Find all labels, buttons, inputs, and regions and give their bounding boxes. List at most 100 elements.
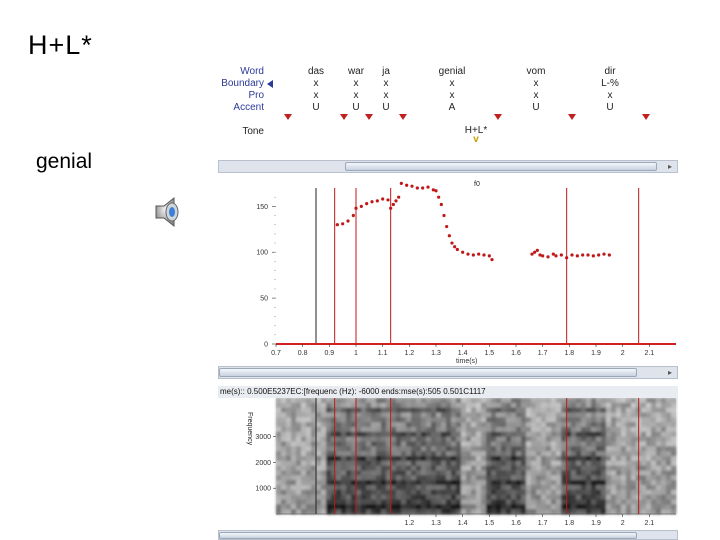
pitch-scrollbar[interactable]: ▸ (218, 366, 678, 379)
spectrogram-cell (326, 460, 332, 466)
tone-label-hl[interactable]: H+L* (464, 125, 488, 136)
spectrogram-cell (611, 475, 617, 481)
spectrogram-cell (381, 494, 387, 500)
spectrogram-cell (646, 456, 652, 462)
scrollbar-thumb[interactable] (219, 368, 637, 377)
spectrogram-cell (296, 489, 302, 495)
spectrogram-cell (441, 412, 447, 418)
spectrogram-cell (596, 489, 602, 495)
spectrogram-cell (281, 485, 287, 491)
tier-selector-arrow-icon[interactable] (267, 80, 273, 88)
spectrogram-cell (586, 422, 592, 428)
word-vom[interactable]: vom (526, 66, 546, 77)
spectrogram-cell (376, 398, 382, 404)
spectrogram-cell (516, 431, 522, 437)
spectrogram-cell (581, 470, 587, 476)
boundary-marker-icon[interactable] (399, 114, 407, 120)
spectrogram-cell (656, 499, 662, 505)
tier-label-tone: Tone (242, 126, 264, 137)
word-dir[interactable]: dir (604, 66, 616, 77)
tone-marker-icon[interactable]: v (473, 134, 479, 145)
spectrogram-cell (281, 422, 287, 428)
spectrogram-cell (281, 480, 287, 486)
spectrogram-cell (281, 465, 287, 471)
spectrogram-cell (376, 402, 382, 408)
spectrogram-cell (656, 436, 662, 442)
spectrogram-cell (596, 460, 602, 466)
spectrogram-cell (566, 504, 572, 510)
spectrogram-cell (421, 407, 427, 413)
spectrogram-cell (341, 509, 347, 515)
spectrogram-cell (401, 436, 407, 442)
word-das[interactable]: das (307, 66, 325, 77)
y-tick-label: 50 (260, 296, 268, 303)
scroll-right-icon[interactable]: ▸ (667, 368, 672, 377)
spectrogram-cell (556, 417, 562, 423)
spectrogram-cell (496, 489, 502, 495)
word-war[interactable]: war (347, 66, 365, 77)
word-genial[interactable]: genial (438, 66, 466, 77)
f0-point (381, 197, 385, 201)
spectrogram-cell (656, 427, 662, 433)
scrollbar-thumb[interactable] (219, 532, 637, 539)
spectrogram-cell (446, 460, 452, 466)
boundary-marker-icon[interactable] (494, 114, 502, 120)
spectrogram-cell (571, 460, 577, 466)
spectrogram-cell (366, 402, 372, 408)
spectrogram-cell (611, 460, 617, 466)
spectrogram-cell (386, 431, 392, 437)
boundary-marker-icon[interactable] (365, 114, 373, 120)
spectrogram-cell (531, 489, 537, 495)
spectrogram-cell (596, 441, 602, 447)
spectrogram-cell (311, 407, 317, 413)
spectrogram-cell (421, 499, 427, 505)
spectrogram-cell (301, 446, 307, 452)
spectrogram-cell (551, 402, 557, 408)
spectrogram-cell (596, 402, 602, 408)
spectrogram-cell (516, 475, 522, 481)
tier-scrollbar[interactable]: ▸ (218, 160, 678, 173)
spectrogram-cell (541, 417, 547, 423)
spectrogram-cell (306, 436, 312, 442)
spectrogram-cell (661, 441, 667, 447)
spectrogram-cell (316, 407, 322, 413)
spectrogram-cell (391, 460, 397, 466)
spectrogram-scrollbar[interactable] (218, 530, 678, 540)
spectrogram-cell (331, 480, 337, 486)
word-ja[interactable]: ja (382, 66, 390, 77)
spectrogram-cell (406, 465, 412, 471)
boundary-marker-icon[interactable] (284, 114, 292, 120)
spectrogram-cell (496, 456, 502, 462)
spectrogram-cell (421, 431, 427, 437)
speaker-icon[interactable] (150, 196, 186, 228)
f0-point (341, 222, 345, 226)
spectrogram-cell (526, 499, 532, 505)
boundary-marker-icon[interactable] (340, 114, 348, 120)
spectrogram-cell (616, 485, 622, 491)
spectrogram-cell (561, 398, 567, 404)
spectrogram-cell (511, 456, 517, 462)
spectrogram-cell (466, 480, 472, 486)
spectrogram-cell (556, 494, 562, 500)
boundary-marker-icon[interactable] (568, 114, 576, 120)
scroll-right-icon[interactable]: ▸ (667, 162, 672, 171)
spectrogram-cell (566, 398, 572, 404)
spectrogram-cell (486, 446, 492, 452)
boundary-marker-icon[interactable] (642, 114, 650, 120)
spectrogram-cell (551, 456, 557, 462)
accent-mark: U (382, 102, 390, 113)
f0-point (535, 248, 539, 252)
spectrogram-cell (546, 489, 552, 495)
spectrogram-cell (281, 402, 287, 408)
spectrogram-cell (551, 451, 557, 457)
spectrogram-cell (291, 499, 297, 505)
f0-point (541, 254, 545, 258)
spectrogram-cell (561, 460, 567, 466)
spectrogram-cell (491, 441, 497, 447)
spectrogram-cell (446, 456, 452, 462)
spectrogram-cell (611, 431, 617, 437)
scrollbar-thumb[interactable] (345, 162, 657, 171)
spectrogram-cell (431, 480, 437, 486)
spectrogram-cell (511, 485, 517, 491)
spectrogram-cell (501, 446, 507, 452)
